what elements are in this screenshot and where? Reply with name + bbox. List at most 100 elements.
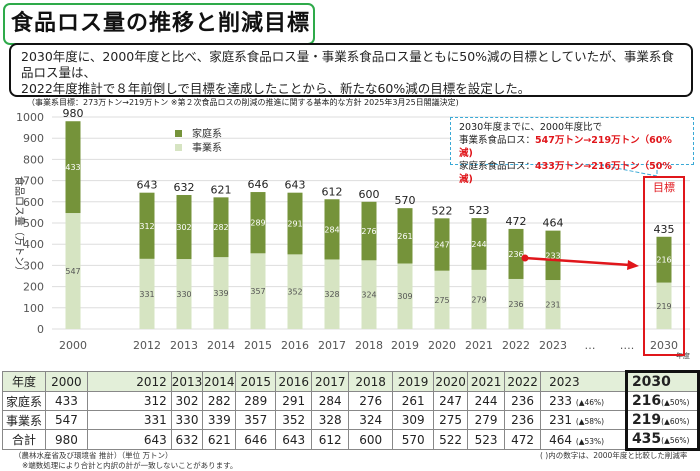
table-cell: 523	[467, 429, 506, 450]
table-cell: 275	[433, 410, 469, 430]
callout-business-label: 事業系食品ロス：	[459, 135, 536, 146]
bar-value-label: 236	[508, 300, 523, 309]
trend-arrow	[524, 256, 631, 267]
table-header-cell: 2013	[170, 371, 204, 392]
bar-value-label: 324	[361, 291, 376, 300]
table-header-cell: 2016	[275, 371, 313, 392]
bar-value-label: 279	[471, 295, 486, 304]
reduction-rate-2030: (▲56%)	[661, 436, 690, 445]
bar-value-label: 282	[213, 223, 228, 232]
bar-business	[471, 269, 487, 329]
footnote-rounding: ※端数処理により合計と内訳の計が一致しないことがあります。	[22, 461, 238, 470]
target-highlight-box	[643, 176, 685, 356]
y-tick-label: 400	[23, 238, 44, 251]
table-cell: 289	[235, 391, 277, 411]
bar-household	[139, 192, 155, 259]
footnote-source: （農林水産省及び環境省 推計）（単位 万トン）	[14, 451, 173, 460]
table-cell: 352	[275, 410, 313, 430]
bar-value-label: 284	[324, 225, 339, 234]
bar-household	[508, 228, 524, 279]
table-cell: 433	[44, 391, 88, 411]
callout-household-value: 433万トン→216万トン（50%減)	[459, 161, 672, 185]
reduction-rate-2023: (▲58%)	[575, 417, 605, 426]
table-cell-2030: 219(▲60%)	[624, 410, 700, 430]
x-tick-label: 2012	[133, 339, 161, 352]
bar-business	[508, 278, 524, 329]
table-cell: 276	[348, 391, 394, 411]
table-cell: 522	[433, 429, 469, 450]
total-label: 472	[506, 215, 527, 228]
y-tick-label: 100	[23, 302, 44, 315]
reduction-rate-2030: (▲50%)	[661, 398, 690, 407]
total-label: 980	[63, 107, 84, 120]
bar-business	[397, 263, 413, 329]
target-callout: 2030年度までに、2000年度比で 事業系食品ロス：547万トン→219万トン…	[450, 117, 694, 185]
x-tick-label: 2000	[59, 339, 87, 352]
table-cell: 464 (▲53%)	[540, 429, 627, 450]
table-header-cell: 2023	[540, 371, 627, 392]
bar-household	[656, 236, 672, 283]
x-tick-label: 2013	[170, 339, 198, 352]
bar-household	[176, 195, 192, 260]
x-tick-label: 2014	[207, 339, 235, 352]
table-cell: 331	[86, 410, 172, 430]
bar-value-label: 289	[250, 219, 265, 228]
bar-household	[545, 230, 561, 281]
table-cell: 247	[433, 391, 469, 411]
arrow-head-icon	[627, 260, 639, 270]
bar-value-label: 261	[397, 232, 412, 241]
bar-value-label: 291	[287, 220, 302, 229]
table-cell: 612	[311, 429, 350, 450]
stacked-bar-chart: 0 100 200 300 400 500 600 700 800 900 1000 食品ロス量（万ト…	[13, 107, 690, 360]
table-cell: 302	[170, 391, 204, 411]
x-tick-label: 2016	[281, 339, 309, 352]
bar-value-label: 309	[397, 292, 412, 301]
table-cell: 231 (▲58%)	[540, 410, 627, 430]
table-cell: 570	[392, 429, 435, 450]
table-header-cell: 2017	[311, 371, 350, 392]
bar-business	[545, 280, 561, 329]
table-header-cell: 2020	[433, 371, 469, 392]
bar-household	[213, 197, 229, 258]
bar-household	[250, 192, 266, 254]
table-cell: 643	[275, 429, 313, 450]
callout-line1: 2030年度までに、2000年度比で	[459, 122, 603, 133]
total-label: 600	[359, 188, 380, 201]
y-tick-label: 600	[23, 196, 44, 209]
bar-value-label: 302	[176, 223, 191, 232]
y-tick-label: 900	[23, 132, 44, 145]
bar-business	[656, 282, 672, 329]
table-cell: 472	[504, 429, 542, 450]
table-cell: 261	[392, 391, 435, 411]
table-cell: 339	[202, 410, 237, 430]
x-tick-label: 2022	[502, 339, 530, 352]
total-label: 621	[211, 183, 232, 196]
bar-value-label: 357	[250, 287, 265, 296]
bar-value-label: 352	[287, 288, 302, 297]
data-table: 年度 2000 2012 2013 2014 2015 2016 2017 2018 2019 20…	[2, 370, 700, 451]
bar-business	[324, 259, 340, 329]
y-tick-label: 500	[23, 217, 44, 230]
bar-household	[287, 192, 303, 255]
y-tick-label: 0	[37, 323, 44, 336]
bar-value-label: 244	[471, 240, 486, 249]
table-header-cell: 2019	[392, 371, 435, 392]
total-label: 570	[395, 194, 416, 207]
table-cell: 646	[235, 429, 277, 450]
bar-value-label: 219	[656, 302, 671, 311]
legend-swatch-household	[175, 130, 182, 137]
table-cell: 244	[467, 391, 506, 411]
target-label: 目標	[653, 180, 675, 194]
table-header-cell: 2015	[235, 371, 277, 392]
bar-value-label: 330	[176, 290, 191, 299]
table-cell: 632	[170, 429, 204, 450]
total-label: 522	[432, 204, 453, 217]
reduction-rate-2023: (▲46%)	[575, 398, 605, 407]
table-cell: 312	[86, 391, 172, 411]
table-header-cell: 2000	[44, 371, 88, 392]
total-label: 643	[285, 179, 306, 192]
callout-tail	[599, 164, 658, 177]
table-cell-2030: 216(▲50%)	[624, 391, 700, 411]
summary-box: 2030年度に、2000年度と比べ、家庭系食品ロス量・事業系食品ロス量ともに50…	[9, 43, 693, 107]
x-tick-label: 2015	[244, 339, 272, 352]
